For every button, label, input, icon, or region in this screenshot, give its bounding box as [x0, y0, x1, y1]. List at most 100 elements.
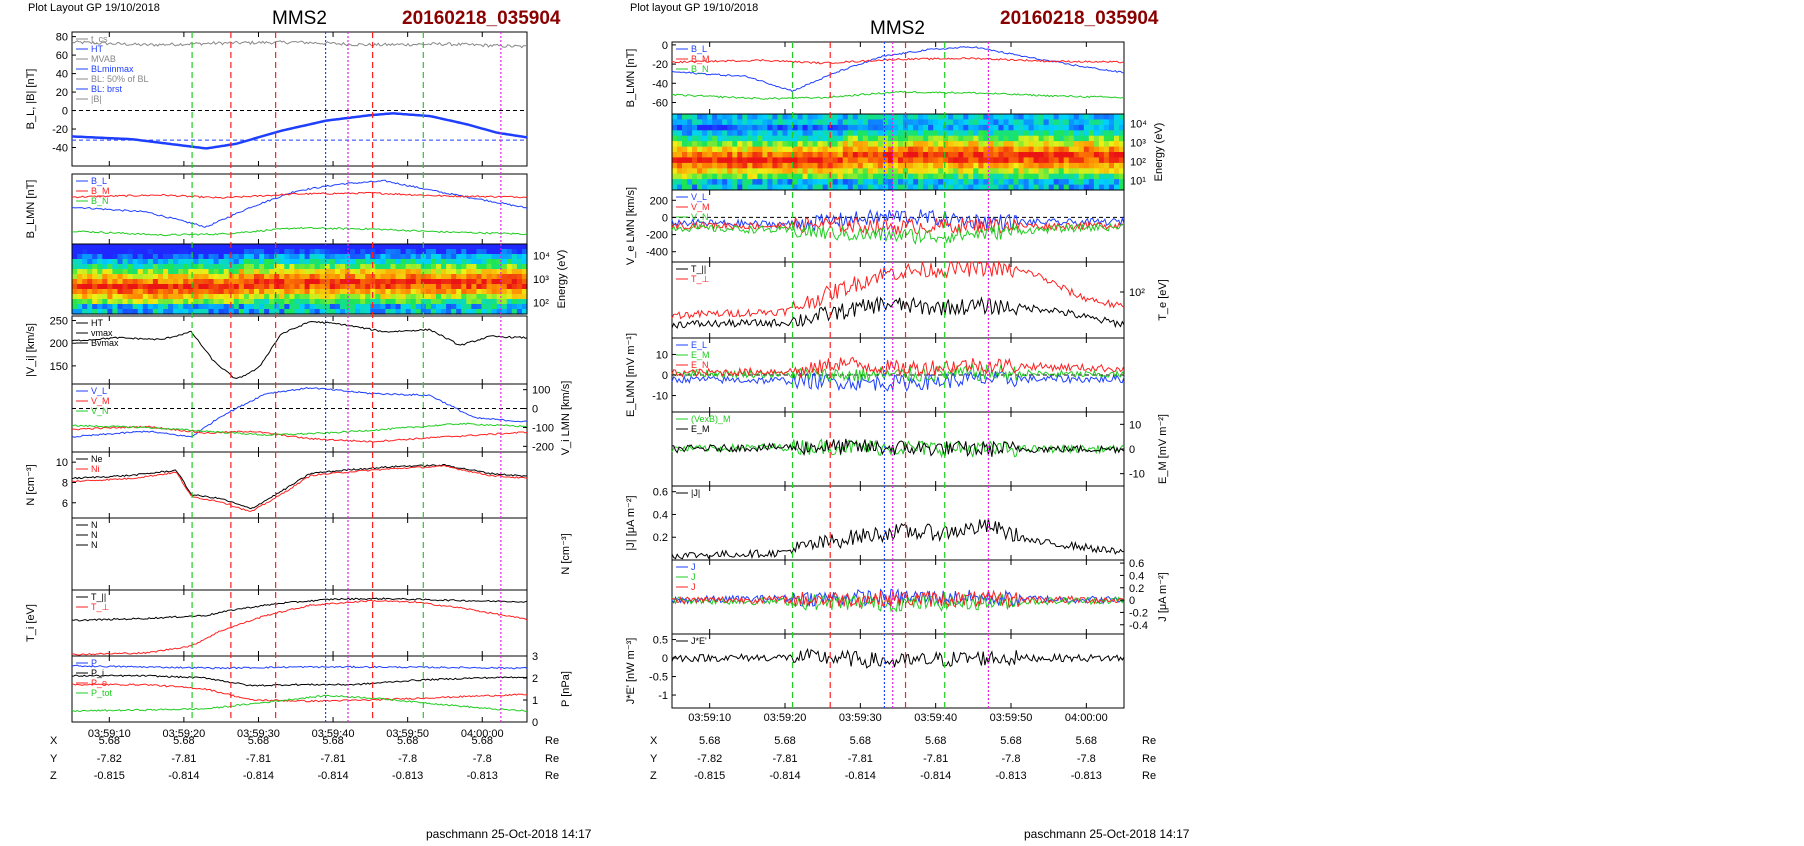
spectrogram-cell — [1058, 135, 1065, 142]
spectrogram-cell — [727, 157, 733, 164]
spectrogram-cell — [168, 309, 174, 315]
spectrogram-cell — [228, 299, 235, 305]
spectrogram-cell — [968, 141, 974, 148]
spectrogram-cell — [395, 309, 402, 315]
spectrogram-cell — [1078, 157, 1085, 164]
panel-frame — [71, 383, 528, 453]
legend-entry: BLminmax — [91, 64, 134, 74]
spectrogram-cell — [1063, 179, 1070, 186]
spectrogram-cell — [862, 119, 869, 126]
spectrogram-cell — [973, 119, 979, 126]
spectrogram-cell — [928, 124, 934, 131]
spectrogram-cell — [279, 274, 285, 280]
spectrogram-cell — [893, 173, 899, 180]
spectrogram-cell — [436, 274, 442, 280]
spectrogram-cell — [1093, 152, 1100, 158]
spectrogram-cell — [687, 124, 693, 131]
spectrogram-cell — [842, 141, 849, 148]
spectrogram-cell — [842, 168, 849, 175]
spectrogram-cell — [862, 141, 869, 148]
spectrogram-cell — [672, 173, 678, 180]
spectrogram-cell — [978, 184, 984, 191]
legend-entry: vmax — [91, 328, 113, 338]
spectrogram-cell — [198, 294, 205, 300]
spectrogram-cell — [832, 152, 839, 158]
spectrogram-cell — [872, 157, 879, 164]
spectrogram-cell — [461, 249, 467, 255]
spectrogram-cell — [807, 130, 814, 137]
spectrogram-cell — [329, 264, 336, 270]
spectrogram-cell — [682, 162, 688, 169]
spectrogram-cell — [888, 135, 894, 142]
spectrogram-cell — [822, 141, 829, 148]
spectrogram-cell — [248, 274, 255, 280]
spectrogram-cell — [259, 279, 265, 285]
spectrogram-cell — [506, 309, 513, 315]
spectrogram-cell — [117, 279, 124, 285]
spectrogram-cell — [1058, 168, 1065, 175]
spectrogram-cell — [395, 279, 402, 285]
right-spacecraft-title: MMS2 — [870, 18, 925, 39]
spectrogram-cell — [309, 309, 316, 315]
spectrogram-cell — [1068, 184, 1075, 191]
spectrogram-cell — [1043, 135, 1050, 142]
series-line — [671, 370, 1125, 392]
spectrogram-cell — [132, 274, 139, 280]
spectrogram-cell — [717, 168, 723, 175]
spectrogram-cell — [687, 114, 693, 120]
spectrogram-cell — [451, 299, 457, 305]
spectrogram-cell — [319, 269, 326, 275]
series-line — [71, 597, 528, 622]
spectrogram-cell — [782, 135, 789, 142]
spectrogram-cell — [1114, 146, 1120, 153]
spectrogram-cell — [178, 289, 184, 295]
legend-entry: V_M — [91, 396, 110, 406]
spectrogram-cell — [837, 152, 844, 158]
spectrogram-cell — [938, 119, 944, 126]
spectrogram-cell — [132, 284, 139, 290]
spectrogram-cell — [350, 294, 356, 300]
spectrogram-cell — [903, 157, 909, 164]
ephemeris-value: 5.68 — [925, 735, 946, 747]
spectrogram-cell — [928, 135, 934, 142]
spectrogram-cell — [481, 259, 488, 265]
spectrogram-cell — [309, 244, 316, 250]
spectrogram-cell — [350, 279, 356, 285]
spectrogram-cell — [107, 264, 114, 270]
series-line — [671, 647, 1125, 669]
spectrogram-cell — [968, 114, 974, 120]
spectrogram-cell — [142, 254, 149, 260]
spectrogram-cell — [852, 179, 859, 186]
spectrogram-cell — [767, 168, 773, 175]
spectrogram-cell — [877, 152, 884, 158]
spectrogram-cell — [928, 184, 934, 191]
spectrogram-cell — [163, 304, 169, 310]
spectrogram-cell — [127, 309, 134, 315]
spectrogram-cell — [264, 294, 270, 300]
spectrogram-cell — [717, 146, 723, 153]
ephemeris-value: -0.814 — [845, 770, 876, 782]
spectrogram-cell — [1063, 141, 1070, 148]
spectrogram-cell — [254, 249, 260, 255]
spectrogram-cell — [289, 274, 296, 280]
spectrogram-cell — [933, 184, 939, 191]
panel-R9 — [671, 633, 1125, 709]
spectrogram-cell — [877, 162, 884, 169]
spectrogram-cell — [203, 289, 210, 295]
spectrogram-cell — [218, 299, 225, 305]
spectrogram-cell — [862, 157, 869, 164]
spectrogram-cell — [792, 130, 799, 137]
spectrogram-cell — [173, 244, 179, 250]
spectrogram-cell — [1093, 146, 1100, 153]
spectrogram-cell — [152, 244, 159, 250]
spectrogram-cell — [983, 157, 989, 164]
spectrogram-cell — [314, 274, 321, 280]
spectrogram-cell — [355, 249, 361, 255]
spectrogram-cell — [410, 284, 417, 290]
spectrogram-cell — [405, 254, 412, 260]
spectrogram-cell — [1063, 168, 1070, 175]
spectrogram-cell — [350, 259, 356, 265]
spectrogram-cell — [742, 135, 748, 142]
spectrogram-cell — [87, 289, 93, 295]
spectrogram-cell — [697, 135, 703, 142]
